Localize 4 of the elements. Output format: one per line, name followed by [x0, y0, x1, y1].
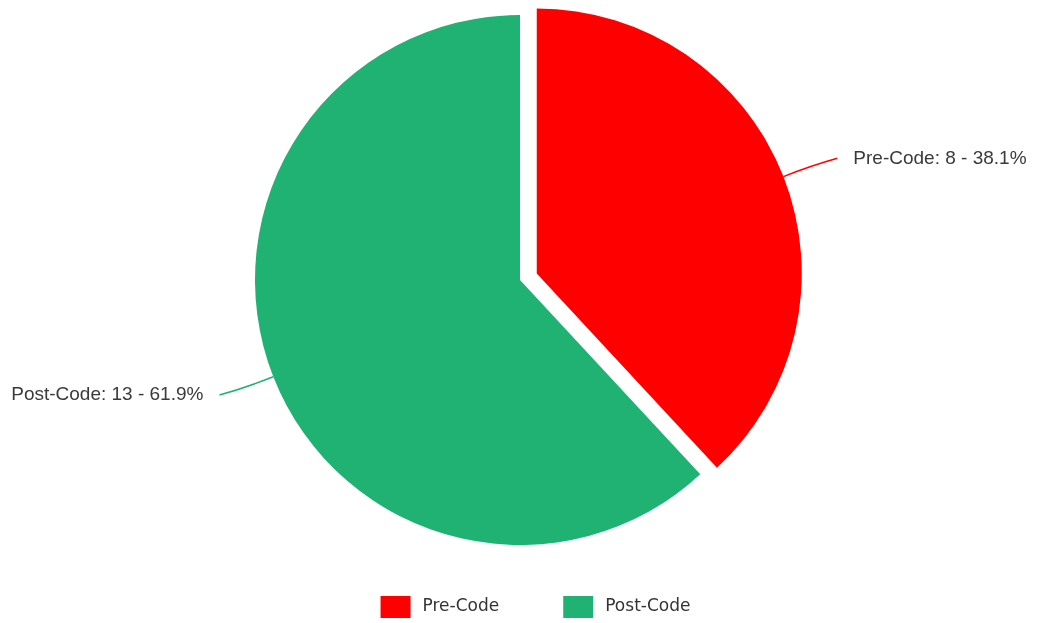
data-label: Pre-Code: 8 - 38.1%	[853, 146, 1027, 168]
legend-label: Post-Code	[605, 595, 691, 616]
data-label: Post-Code: 13 - 61.9%	[11, 383, 204, 405]
legend-label: Pre-Code	[422, 595, 500, 616]
